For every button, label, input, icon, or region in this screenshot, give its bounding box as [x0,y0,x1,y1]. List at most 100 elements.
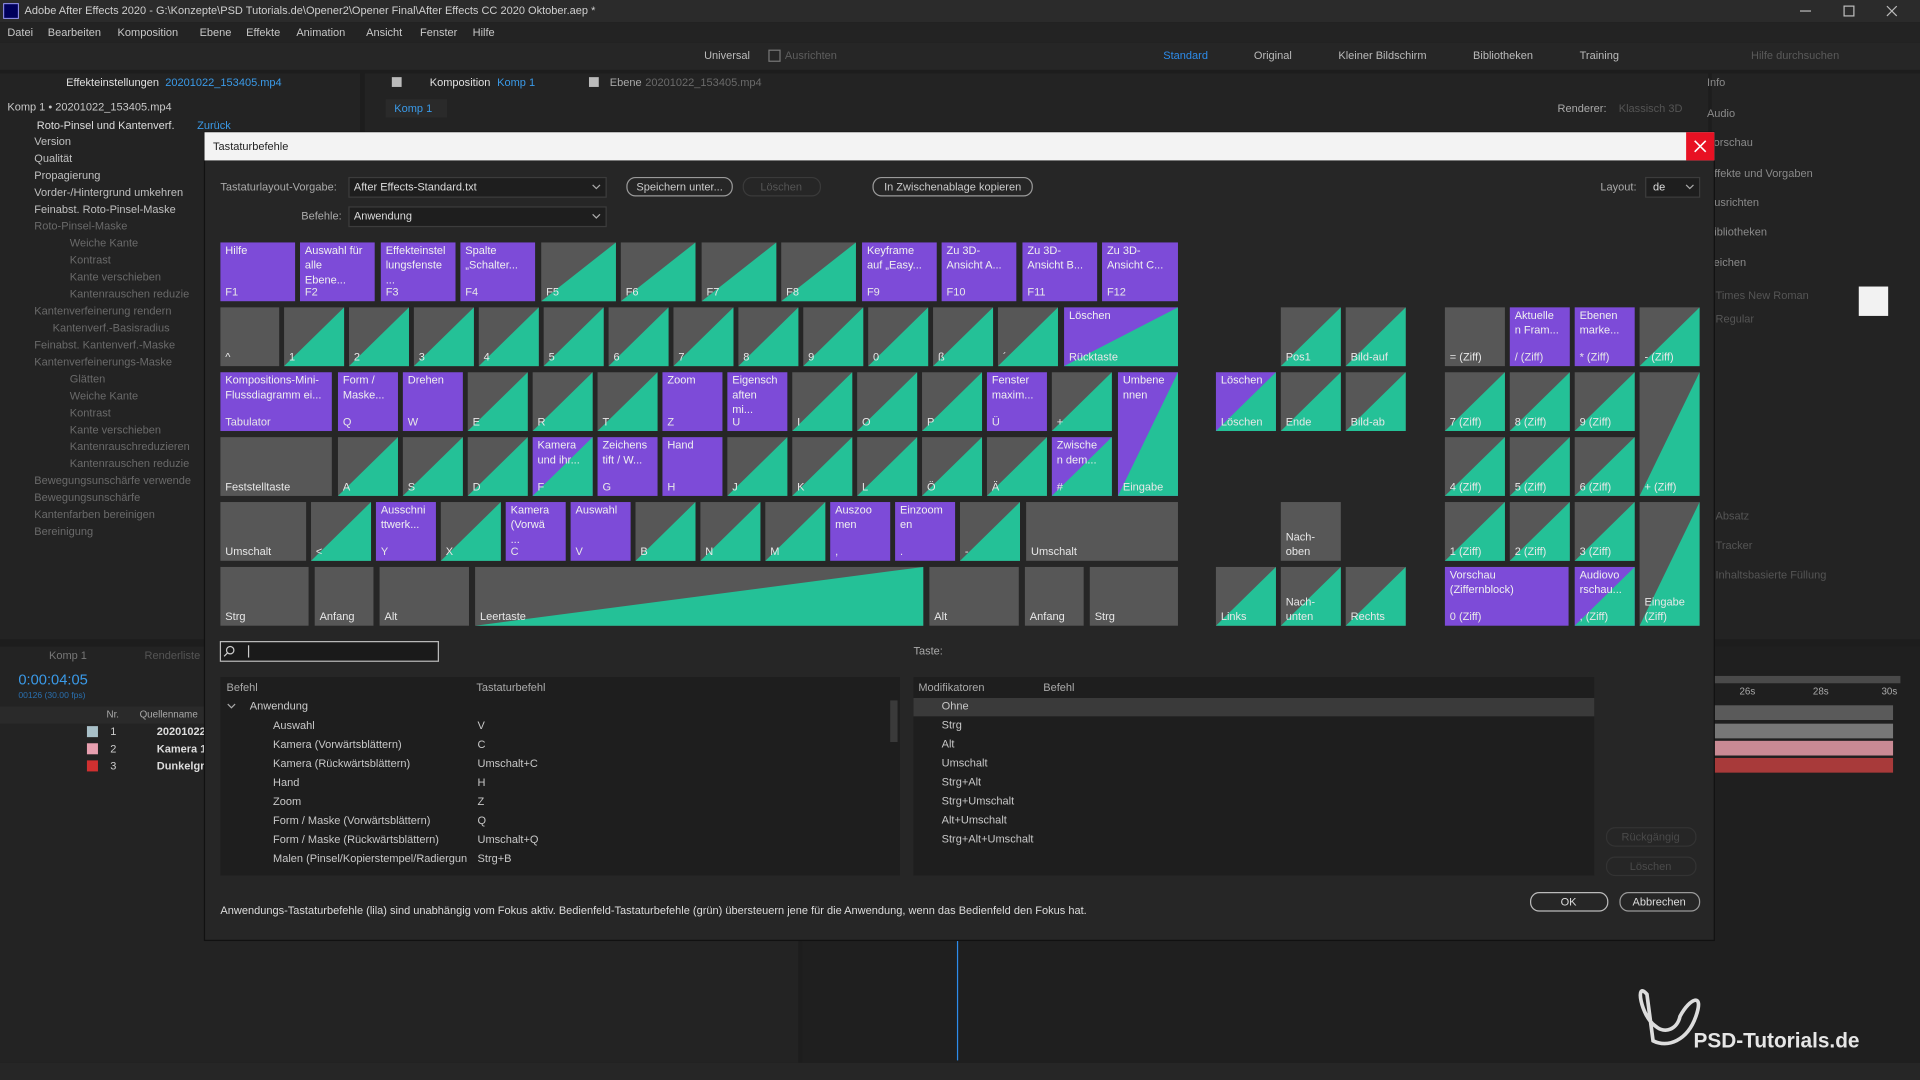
menu-item[interactable]: Bearbeiten [48,27,101,39]
workspace-tab[interactable]: Standard [1163,50,1208,62]
menu-item[interactable]: Ebene [200,27,232,39]
key[interactable] [375,502,436,561]
command-name[interactable]: Hand [273,777,299,789]
search-field[interactable]: Hilfe durchsuchen [1751,50,1839,62]
breadcrumb[interactable]: Komp 1 [394,103,432,115]
key[interactable] [220,307,280,367]
key[interactable] [220,502,307,561]
command-name[interactable]: Auswahl [273,720,315,732]
key-label: Bild-ab [1351,416,1385,428]
workspace-tab[interactable]: Original [1254,50,1292,62]
key[interactable] [941,242,1017,302]
key[interactable] [830,502,891,561]
remove-button[interactable] [1605,856,1697,877]
key[interactable] [460,242,536,302]
key-command: Kompositions-Mini- [225,375,319,387]
menu-item[interactable]: Datei [7,27,33,39]
key[interactable] [662,372,723,432]
modifier[interactable]: Alt+Umschalt [942,814,1007,826]
key[interactable] [1574,307,1635,367]
save-button[interactable] [626,176,733,197]
shortcut: Z [478,796,485,808]
key[interactable] [1444,566,1569,626]
modifier[interactable]: Strg [942,719,962,731]
shortcut: V [478,720,486,732]
shortcut: H [478,777,486,789]
menu-item[interactable]: Komposition [118,27,179,39]
menu-item[interactable]: Animation [296,27,345,39]
key[interactable] [727,372,788,432]
panel-shortcut-marker [284,307,345,367]
key[interactable] [570,502,631,561]
modifier[interactable]: Alt [942,738,955,750]
key[interactable] [1509,307,1570,367]
command-name[interactable]: Form / Maske (Vorwärtsblättern) [273,815,430,827]
workspace-tab[interactable]: Kleiner Bildschirm [1338,50,1426,62]
key[interactable] [986,372,1047,432]
key[interactable] [300,242,375,302]
key-command: Keyframe [867,245,914,257]
key[interactable] [1089,566,1178,626]
modifier[interactable]: Strg+Alt+Umschalt [942,833,1034,845]
key[interactable] [220,372,332,432]
workspace-tab[interactable]: Bibliotheken [1473,50,1533,62]
key[interactable] [379,566,469,626]
modifier[interactable]: Umschalt [942,757,988,769]
modifier[interactable]: Strg+Alt [942,776,982,788]
key[interactable] [597,437,658,496]
command-name[interactable]: Kamera (Vorwärtsblättern) [273,739,402,751]
key[interactable] [662,437,723,496]
command-name[interactable]: Form / Maske (Rückwärtsblättern) [273,834,439,846]
panel-tab[interactable]: Effekteinstellungen [66,77,159,89]
key[interactable] [1102,242,1178,302]
key-label: 4 [484,351,490,363]
ok-button[interactable] [1530,892,1609,912]
key-command: Ausschni [381,505,426,517]
key-label: F2 [305,287,318,299]
undo-button[interactable] [1605,827,1697,847]
key[interactable] [380,242,456,302]
key[interactable] [895,502,956,561]
commands-dropdown[interactable] [348,206,607,228]
reset-link[interactable]: Zurück [197,120,231,132]
key[interactable] [220,566,309,626]
command-name[interactable]: Malen (Pinsel/Kopierstempel/Radiergun [273,853,467,865]
command-name[interactable]: Zoom [273,796,301,808]
key[interactable] [1024,566,1084,626]
panel-tab[interactable]: Renderliste [144,650,200,662]
copy-button[interactable] [872,176,1033,197]
menu-item[interactable]: Ansicht [366,27,402,39]
key[interactable] [402,372,463,432]
font-family: Times New Roman [1716,290,1809,302]
workspace-tab[interactable]: Training [1580,50,1619,62]
key[interactable] [929,566,1019,626]
menu-item[interactable]: Hilfe [473,27,495,39]
panel-shortcut-marker [1215,372,1276,432]
menu-item[interactable]: Effekte [246,27,280,39]
command-name[interactable]: Kamera (Rückwärtsblättern) [273,758,410,770]
key[interactable] [1026,502,1178,561]
menu-item[interactable]: Fenster [420,27,458,39]
panel-tab[interactable]: Ebene [610,77,642,89]
key-label: Alt [934,611,947,623]
key-label: 2 (Ziff) [1515,546,1547,558]
key[interactable] [1022,242,1098,302]
cancel-button[interactable] [1619,892,1701,912]
key[interactable] [1444,307,1505,367]
modifier[interactable]: Strg+Umschalt [942,795,1015,807]
panel-tab[interactable]: Komposition [430,77,491,89]
key[interactable] [220,437,332,496]
panel-tab[interactable]: Komp 1 [49,650,87,662]
key-label: Strg [225,611,245,623]
key[interactable] [220,242,296,302]
key[interactable] [314,566,374,626]
modifier[interactable]: Ohne [942,700,969,712]
key[interactable] [505,502,566,561]
layout-dropdown[interactable] [1645,176,1701,198]
key[interactable] [862,242,937,302]
key[interactable] [1280,502,1341,561]
preset-dropdown[interactable] [348,176,607,198]
delete-button[interactable] [742,176,822,197]
key[interactable] [337,372,398,432]
search-box[interactable] [219,641,439,662]
